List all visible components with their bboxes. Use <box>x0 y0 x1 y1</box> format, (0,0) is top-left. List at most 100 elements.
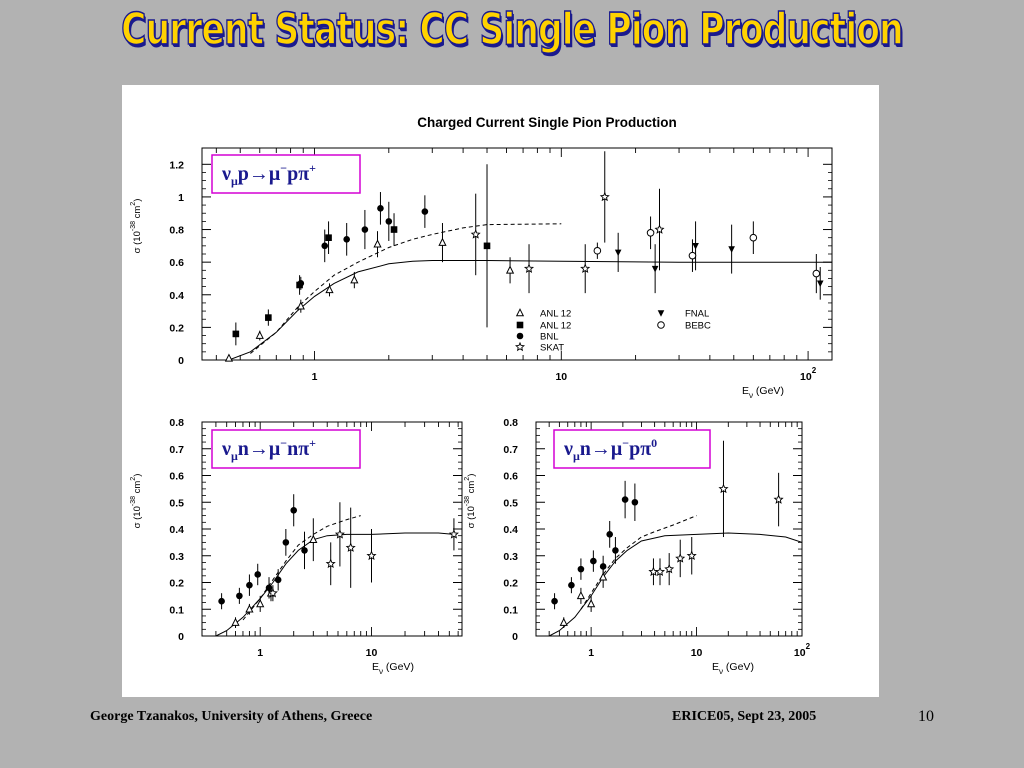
data-point <box>470 229 481 239</box>
y-tick-label: 1.2 <box>169 159 184 171</box>
page-number: 10 <box>918 708 934 725</box>
data-point <box>361 226 369 233</box>
data-point <box>309 534 318 543</box>
legend-marker <box>657 321 665 329</box>
y-tick-label: 0 <box>178 631 184 643</box>
data-point <box>231 617 240 626</box>
data-point <box>621 496 629 503</box>
data-point <box>267 587 278 598</box>
y-tick-label: 0 <box>178 355 184 367</box>
data-point <box>675 553 686 563</box>
data-point <box>390 226 398 233</box>
data-point <box>245 604 254 613</box>
y-tick-label: 0.2 <box>503 578 518 590</box>
y-tick-label: 0.2 <box>169 578 184 590</box>
reaction-label-box <box>553 429 711 469</box>
y-tick-label: 0.3 <box>503 551 518 563</box>
model-curve-dashed <box>250 223 562 354</box>
x-axis-label: Eν (GeV) <box>742 385 784 400</box>
y-tick-label: 0.6 <box>169 257 184 269</box>
y-tick-label: 0.6 <box>169 471 184 483</box>
data-point <box>593 246 602 255</box>
y-tick-label: 0.8 <box>169 225 184 237</box>
chart-3: 0 0.1 0.2 0.3 0.4 0.5 0.6 0.7 0.8 1 10 102 σ (10-38 … <box>464 417 811 676</box>
x-tick-label: 1 <box>588 647 594 659</box>
data-point <box>614 249 622 257</box>
reaction-label: νμn→μ−nπ+ <box>221 436 316 463</box>
data-point <box>773 494 784 504</box>
data-point <box>551 597 558 605</box>
reaction-label: νμp→μ−pπ+ <box>221 161 316 188</box>
data-point <box>523 263 535 273</box>
data-point <box>816 280 824 288</box>
legend-label: BNL <box>540 332 558 343</box>
y-tick-label: 0.7 <box>169 444 184 456</box>
y-tick-label: 0.1 <box>503 604 518 616</box>
data-point <box>559 617 568 626</box>
y-tick-label: 0.8 <box>169 417 184 429</box>
x-tick-label: 1 <box>257 647 263 659</box>
data-point <box>631 498 639 506</box>
data-point <box>377 205 384 212</box>
legend-label: ANL 12 <box>540 321 571 332</box>
y-tick-label: 0.7 <box>503 444 518 456</box>
data-point <box>749 233 758 242</box>
y-tick-label: 0.5 <box>503 497 518 509</box>
legend-label: ANL 12 <box>540 309 571 320</box>
data-point <box>296 301 305 310</box>
y-tick-label: 0.1 <box>169 604 184 616</box>
legend-label: SKAT <box>540 343 564 354</box>
data-point <box>505 265 515 274</box>
data-point <box>648 566 659 577</box>
footer-author: George Tzanakos, University of Athens, G… <box>90 709 373 724</box>
data-point <box>282 539 290 546</box>
y-tick-label: 0.2 <box>169 322 184 334</box>
figure-panel: Charged Current Single Pion Production 0 0… <box>122 85 879 697</box>
data-point <box>587 598 596 608</box>
chart-2: 0 0.1 0.2 0.3 0.4 0.5 0.6 0.7 0.8 1 10 σ (10-38 cm2… <box>130 417 463 676</box>
legend-marker <box>516 332 524 340</box>
data-point <box>612 547 619 554</box>
model-curve-dashed <box>580 515 697 610</box>
legend-marker <box>657 310 665 317</box>
legend-label: FNAL <box>685 309 709 320</box>
data-point <box>664 563 675 574</box>
data-point <box>254 571 262 578</box>
slide-title: Current Status: CC Single Pion Productio… <box>121 3 905 56</box>
reaction-label-box <box>211 429 361 469</box>
legend-marker <box>515 341 525 352</box>
x-tick-label: 10 <box>366 647 378 659</box>
chart-1: Charged Current Single Pion Production 0 0… <box>130 115 833 400</box>
x-tick-label: 1 <box>312 371 318 383</box>
data-point <box>321 242 329 250</box>
data-point <box>232 330 240 338</box>
data-point <box>576 590 586 600</box>
data-point <box>651 265 659 273</box>
data-point <box>256 598 265 608</box>
legend-label: BEBC <box>685 321 711 332</box>
y-axis-label: σ (10-38 cm2) <box>130 199 143 254</box>
legend-marker <box>515 308 525 317</box>
y-axis-label: σ (10-38 cm2) <box>130 474 143 529</box>
y-tick-label: 0.4 <box>169 524 184 536</box>
data-point <box>580 263 591 273</box>
x-axis-label: Eν (GeV) <box>372 661 414 676</box>
data-point <box>421 208 429 215</box>
data-point <box>590 557 597 565</box>
y-tick-label: 0.4 <box>503 524 518 536</box>
model-curve-solid <box>548 532 802 636</box>
data-point <box>373 239 382 248</box>
data-point <box>599 191 610 202</box>
y-tick-label: 0.3 <box>169 551 184 563</box>
data-point <box>438 237 447 246</box>
data-point <box>568 581 575 589</box>
model-curve-solid <box>228 260 832 360</box>
chart-title: Charged Current Single Pion Production <box>417 115 677 130</box>
data-point <box>599 572 608 581</box>
data-point <box>274 576 282 584</box>
data-point <box>345 542 356 552</box>
x-tick-label: 10 <box>691 647 703 659</box>
data-point <box>577 565 585 573</box>
y-tick-label: 0.8 <box>503 417 518 429</box>
